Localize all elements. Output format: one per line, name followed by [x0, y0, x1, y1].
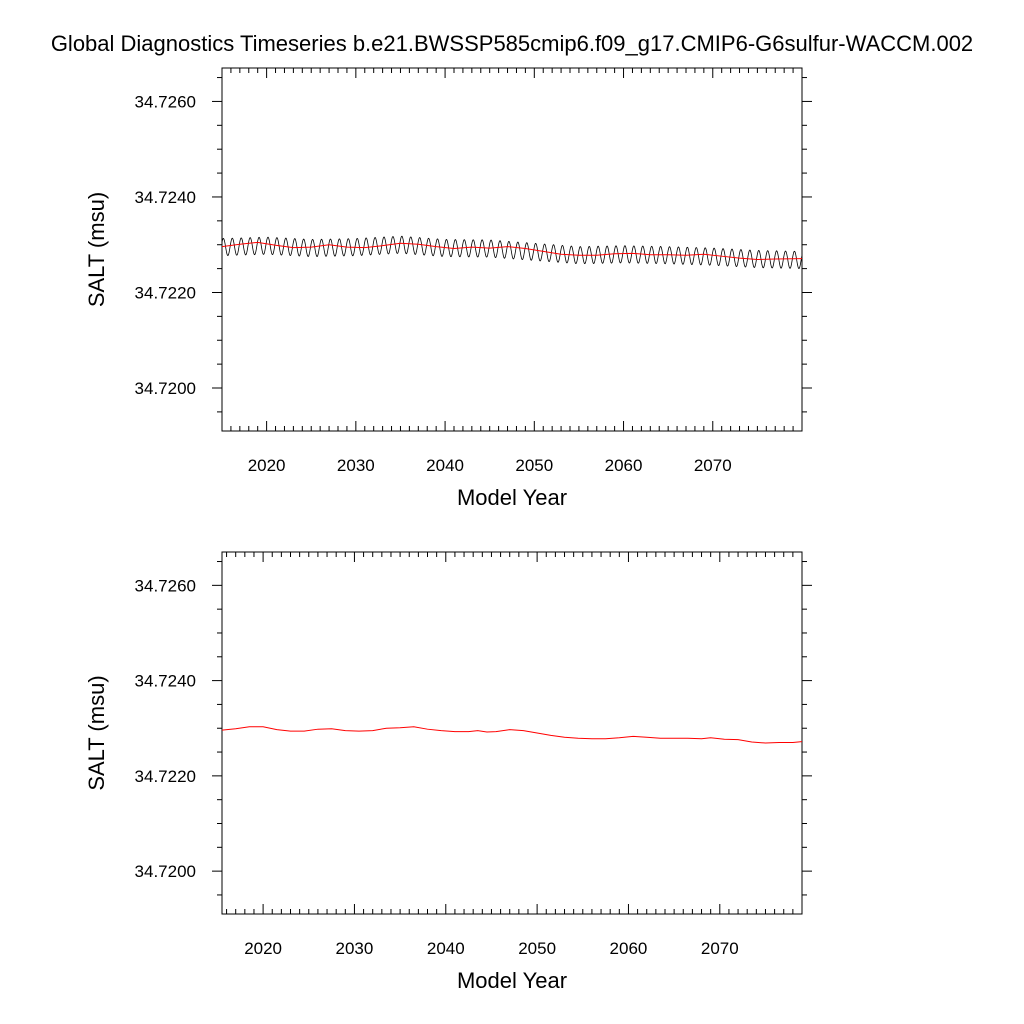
x-tick-label: 2040 [427, 939, 465, 958]
plot-frame [221, 67, 803, 432]
monthly-series-line [222, 235, 802, 269]
y-axis-title: SALT (msu) [84, 192, 109, 307]
annual-series-line [222, 726, 802, 744]
y-tick-label: 34.7240 [135, 188, 196, 207]
x-tick-label: 2030 [336, 939, 374, 958]
x-tick-label: 2060 [605, 456, 643, 475]
x-tick-label: 2060 [610, 939, 648, 958]
data-lines [222, 235, 802, 269]
top-panel: 2020 2030 2040 2050 2060 2070 34.7200 34.7220 34… [84, 67, 812, 510]
y-tick-label: 34.7220 [135, 767, 196, 786]
figure-title: Global Diagnostics Timeseries b.e21.BWSS… [50, 31, 974, 56]
y-tick-label: 34.7220 [135, 283, 196, 302]
x-tick-label: 2020 [244, 939, 282, 958]
x-tick-label: 2050 [515, 456, 553, 475]
y-tick-label: 34.7260 [135, 92, 196, 111]
annual-series-line [222, 241, 802, 261]
y-tick-label: 34.7240 [135, 672, 196, 691]
data-lines [222, 726, 802, 744]
x-tick-label: 2020 [248, 456, 286, 475]
x-tick-label: 2070 [694, 456, 732, 475]
x-tick-label: 2070 [701, 939, 739, 958]
x-tick-label: 2030 [337, 456, 375, 475]
bottom-panel: 2020 2030 2040 2050 2060 2070 34.7200 34.7220 34… [84, 551, 812, 993]
x-tick-label: 2050 [518, 939, 556, 958]
y-tick-label: 34.7200 [135, 379, 196, 398]
y-tick-label: 34.7200 [135, 862, 196, 881]
x-tick-label: 2040 [426, 456, 464, 475]
x-axis-title: Model Year [457, 485, 567, 510]
plot-frame [221, 551, 803, 915]
y-tick-label: 34.7260 [135, 576, 196, 595]
x-axis-title: Model Year [457, 968, 567, 993]
y-axis-title: SALT (msu) [84, 675, 109, 790]
